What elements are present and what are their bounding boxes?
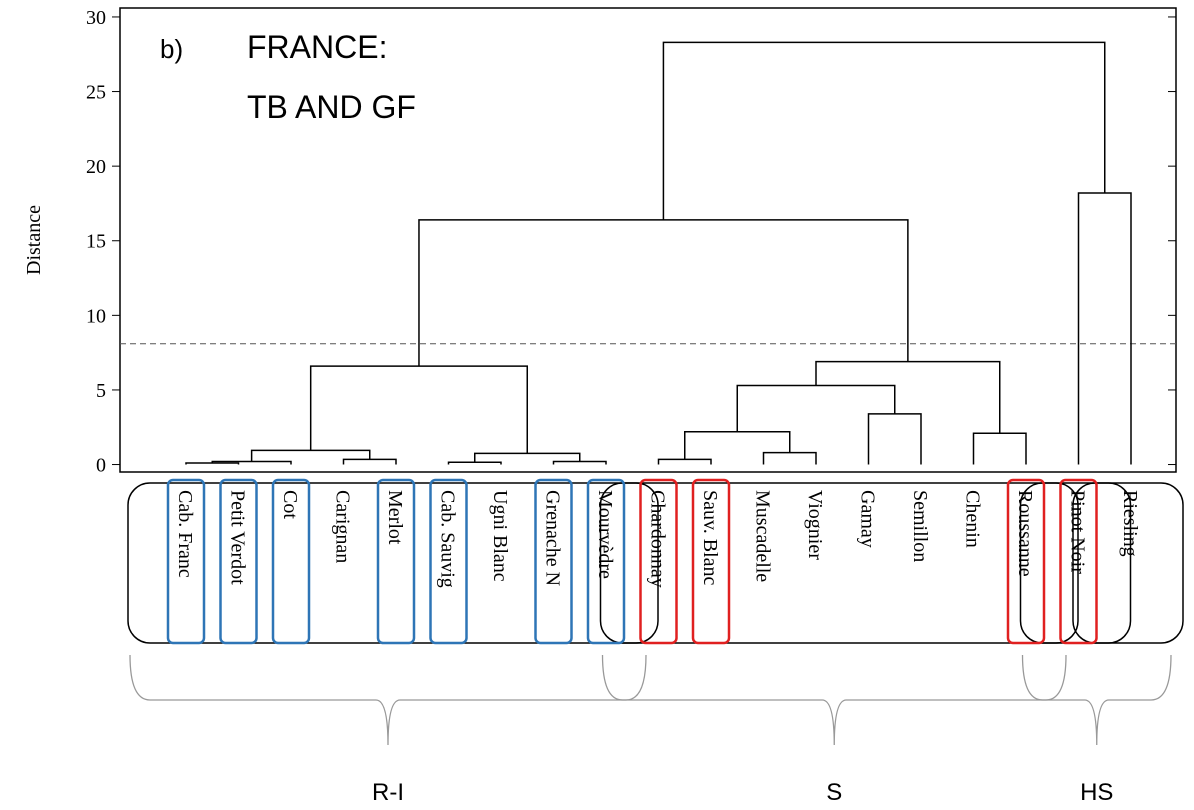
leaf-label: Mourvèdre (594, 490, 616, 579)
y-axis-label: Distance (23, 205, 45, 275)
y-tick-label: 30 (86, 7, 106, 29)
merge-link (1077, 192, 1132, 465)
leaf-label: Sauv. Blanc (699, 490, 721, 585)
leaf-label: Ugni Blanc (489, 490, 511, 582)
leaf-label: Chardonnay (647, 490, 669, 588)
merge-link (684, 430, 791, 460)
leaf-highlight (691, 478, 731, 645)
group-box (1072, 482, 1184, 644)
merge-link (662, 41, 1106, 220)
merge-link (972, 432, 1027, 465)
leaf-label: Semillon (909, 490, 931, 562)
merge-link (447, 461, 502, 465)
leaf-label: Merlot (384, 490, 406, 545)
group-label: R-I (372, 779, 404, 806)
plot-frame (119, 7, 1177, 473)
leaf-highlight (429, 478, 468, 645)
y-tick-label: 25 (86, 82, 106, 104)
group-label: S (826, 779, 842, 806)
leaf-highlight (586, 478, 626, 645)
leaf-highlight (166, 478, 206, 645)
y-tick-label: 20 (86, 156, 106, 178)
leaf-highlight (639, 478, 678, 645)
panel-label: b) (160, 34, 183, 64)
leaf-highlight (219, 478, 258, 645)
leaf-label: Viognier (804, 490, 826, 560)
merge-link (657, 458, 712, 465)
leaf-highlight (271, 478, 311, 645)
leaf-label: Carignan (332, 490, 354, 563)
group-box (599, 482, 1079, 644)
leaf-label: Pinot Noir (1067, 490, 1089, 574)
y-tick-label: 15 (86, 231, 106, 253)
merge-link (867, 413, 922, 465)
merge-link (185, 462, 240, 465)
leaf-label: Roussanne (1014, 490, 1036, 577)
merge-link (552, 460, 607, 465)
merge-link (342, 458, 397, 465)
leaf-label: Cot (279, 490, 301, 519)
leaf-label: Gamay (857, 490, 879, 548)
leaf-highlight (376, 478, 416, 645)
leaf-highlight (1006, 478, 1046, 645)
group-label: HS (1080, 779, 1113, 806)
leaf-highlight (1059, 478, 1098, 645)
annotation: TB AND GF (247, 89, 416, 125)
merge-link (736, 384, 896, 432)
leaf-label: Cab. Franc (174, 490, 196, 578)
leaf-label: Chenin (962, 490, 984, 548)
group-brace (601, 654, 1067, 746)
y-tick-label: 5 (96, 380, 106, 402)
merge-link (418, 219, 909, 367)
merge-link (815, 360, 1001, 434)
annotation: FRANCE: (247, 29, 387, 65)
group-brace (129, 654, 647, 746)
y-tick-label: 10 (86, 305, 106, 327)
y-tick-label: 0 (96, 455, 106, 477)
merge-link (250, 449, 371, 462)
leaf-label: Muscadelle (752, 490, 774, 582)
leaf-label: Riesling (1119, 490, 1141, 557)
merge-link (309, 365, 528, 454)
leaf-label: Petit Verdot (227, 490, 249, 585)
group-brace (1021, 654, 1172, 746)
leaf-label: Grenache N (542, 490, 564, 586)
leaf-highlight (534, 478, 573, 645)
merge-link (762, 451, 817, 465)
leaf-label: Cab. Sauvig (437, 490, 459, 588)
